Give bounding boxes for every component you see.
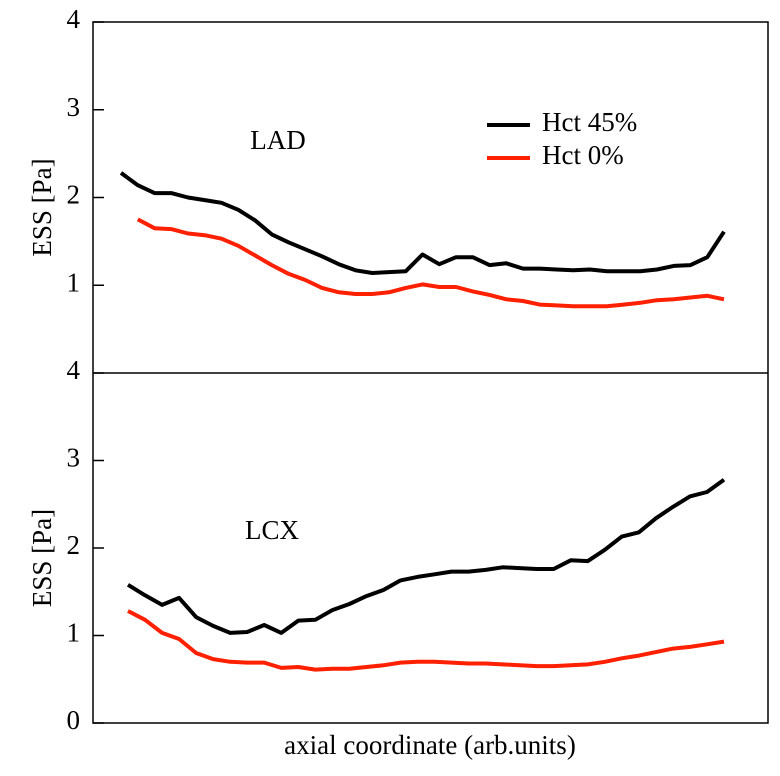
panel-label: LCX (245, 515, 300, 545)
y-tick-label: 0 (67, 705, 81, 735)
data-line (126, 478, 726, 635)
y-tick-label: 2 (67, 530, 81, 560)
panel-label: LAD (250, 125, 306, 155)
legend-label: Hct 45% (542, 107, 637, 137)
y-tick-label: 1 (67, 267, 81, 297)
y-axis-label: ESS [Pa] (27, 509, 57, 607)
x-axis-label: axial coordinate (arb.units) (284, 730, 576, 760)
y-tick-label: 4 (67, 355, 81, 385)
legend-label: Hct 0% (542, 140, 624, 170)
y-tick-label: 2 (67, 180, 81, 210)
y-tick-label: 4 (67, 4, 81, 34)
data-line (127, 609, 725, 672)
y-tick-label: 1 (67, 618, 81, 648)
y-tick-label: 3 (67, 443, 81, 473)
data-line (136, 217, 725, 309)
data-line (119, 171, 726, 275)
y-axis-label: ESS [Pa] (27, 158, 57, 256)
y-tick-label: 3 (67, 92, 81, 122)
